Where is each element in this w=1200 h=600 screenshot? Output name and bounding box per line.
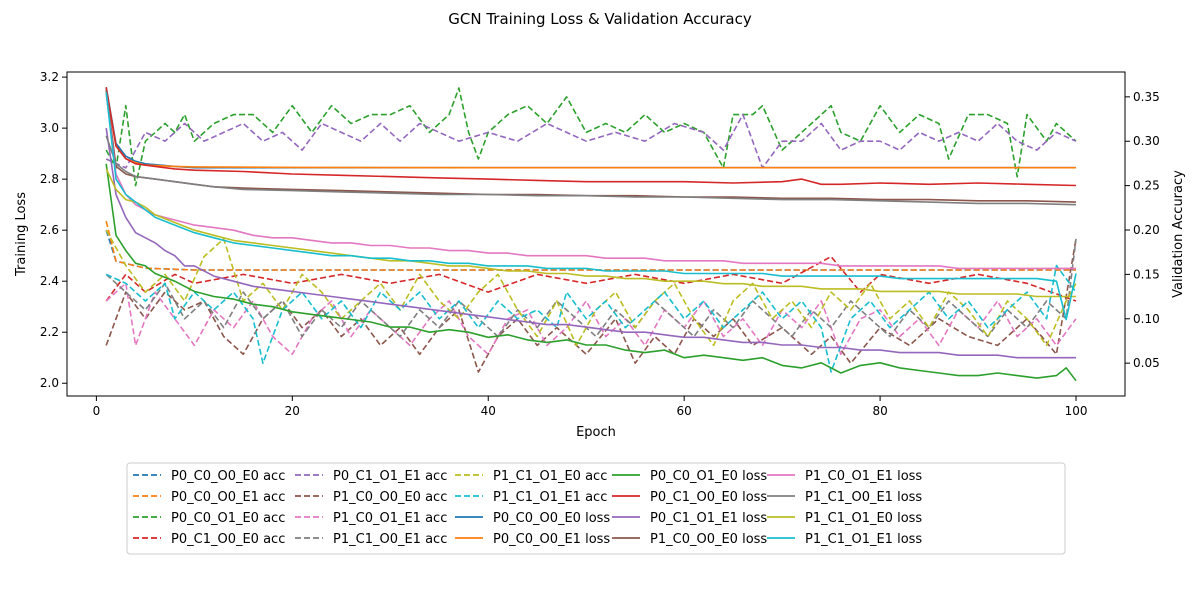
legend-label-p1-c1-o1-e1-loss: P1_C1_O1_E1 loss — [805, 532, 922, 547]
x-tick-label: 60 — [677, 404, 692, 418]
series-layer — [105, 87, 1077, 382]
series-line-p1-c0-o1-e1-loss — [105, 92, 1076, 270]
y-left-tick-label: 3.0 — [40, 121, 59, 135]
series-line-p1-c1-o0-e1-loss — [105, 135, 1077, 206]
x-axis: 0 20 40 60 80 100 — [93, 396, 1088, 418]
series-line-p0-c1-o1-e1-acc — [105, 113, 1077, 169]
series-line-p0-c0-o1-e0-acc — [105, 87, 1077, 187]
y-left-tick-label: 3.2 — [40, 70, 59, 84]
series-line-p0-c0-o0-e1-acc — [105, 220, 1076, 271]
legend-label-p0-c0-o1-e0-loss: P0_C0_O1_E0 loss — [650, 469, 767, 484]
series-line-p0-c1-o0-e0-acc — [105, 255, 1077, 302]
y-left-tick-label: 2.2 — [40, 325, 59, 339]
x-tick-label: 20 — [285, 404, 300, 418]
series-line-p0-c1-o0-e0-loss — [105, 87, 1077, 187]
series-line-p1-c0-o0-e0-loss — [105, 89, 1077, 203]
series-line-p0-c1-o1-e1-loss — [105, 127, 1076, 359]
y-axis-left-label: Training Loss — [14, 192, 29, 277]
legend-label-p1-c0-o0-e0-acc: P1_C0_O0_E0 acc — [333, 490, 447, 505]
legend-label-p1-c0-o1-e1-loss: P1_C0_O1_E1 loss — [805, 469, 922, 484]
series-line-p0-c0-o0-e1-loss — [105, 89, 1076, 169]
series-line-p0-c0-o0-e0-acc — [105, 229, 1076, 271]
y-axis-right-label: Validation Accuracy — [1171, 170, 1186, 298]
y-right-tick-label: 0.30 — [1133, 134, 1160, 148]
series-line-p0-c0-o1-e0-loss — [105, 163, 1077, 382]
legend-label-p1-c0-o1-e1-acc: P1_C0_O1_E1 acc — [333, 511, 447, 526]
legend-label-p0-c1-o1-e1-loss: P0_C1_O1_E1 loss — [650, 511, 767, 526]
chart-title: GCN Training Loss & Validation Accuracy — [448, 10, 752, 28]
legend-label-p0-c1-o0-e0-loss: P0_C1_O0_E0 loss — [650, 490, 767, 505]
series-line-p1-c0-o0-e0-acc — [105, 238, 1077, 373]
legend-label-p1-c1-o1-e0-loss: P1_C1_O1_E0 loss — [805, 511, 922, 526]
legend-frame — [126, 462, 1066, 555]
x-tick-label: 100 — [1065, 404, 1088, 418]
legend-label-p1-c1-o1-e1-acc: P1_C1_O1_E1 acc — [493, 490, 607, 505]
legend-label-p0-c0-o0-e1-loss: P0_C0_O0_E1 loss — [493, 532, 610, 547]
legend: P0_C0_O0_E0 acc P0_C0_O0_E1 acc P0_C0_O1_E… — [126, 462, 1066, 555]
series-line-p1-c1-o1-e1-acc — [105, 264, 1077, 373]
legend-label-p0-c1-o1-e1-acc: P0_C1_O1_E1 acc — [333, 469, 447, 484]
series-line-p1-c1-o0-e1-acc — [105, 238, 1077, 338]
y-left-tick-label: 2.8 — [40, 172, 59, 186]
y-left-tick-label: 2.6 — [40, 223, 59, 237]
y-right-tick-label: 0.10 — [1133, 312, 1160, 326]
series-line-p1-c1-o1-e1-loss — [105, 92, 1077, 321]
y-left-tick-label: 2.4 — [40, 274, 59, 288]
legend-label-p1-c1-o0-e1-acc: P1_C1_O0_E1 acc — [333, 532, 447, 547]
legend-label-p1-c1-o1-e0-acc: P1_C1_O1_E0 acc — [493, 469, 607, 484]
plot-frame — [66, 71, 1126, 397]
legend-label-p0-c0-o0-e0-loss: P0_C0_O0_E0 loss — [493, 511, 610, 526]
series-line-p0-c0-o0-e0-loss — [105, 87, 1076, 169]
legend-label-p0-c0-o1-e0-acc: P0_C0_O1_E0 acc — [171, 511, 285, 526]
legend-label-p1-c1-o0-e1-loss: P1_C1_O0_E1 loss — [805, 490, 922, 505]
y-right-tick-label: 0.35 — [1133, 90, 1160, 104]
y-right-tick-label: 0.15 — [1133, 267, 1160, 281]
y-axis-right: 0.05 0.10 0.15 0.20 0.25 0.30 0.35 — [1125, 90, 1160, 370]
legend-label-p1-c0-o0-e0-loss: P1_C0_O0_E0 loss — [650, 532, 767, 547]
legend-label-p0-c1-o0-e0-acc: P0_C1_O0_E0 acc — [171, 532, 285, 547]
y-axis-left: 2.0 2.2 2.4 2.6 2.8 3.0 3.2 — [40, 70, 67, 390]
y-left-tick-label: 2.0 — [40, 376, 59, 390]
x-axis-label: Epoch — [576, 425, 616, 440]
x-tick-label: 0 — [93, 404, 101, 418]
series-line-p1-c0-o1-e1-acc — [105, 282, 1077, 356]
y-right-tick-label: 0.20 — [1133, 223, 1160, 237]
x-tick-label: 40 — [481, 404, 496, 418]
x-tick-label: 80 — [872, 404, 887, 418]
y-right-tick-label: 0.05 — [1133, 356, 1160, 370]
legend-label-p0-c0-o0-e0-acc: P0_C0_O0_E0 acc — [171, 469, 285, 484]
y-right-tick-label: 0.25 — [1133, 179, 1160, 193]
legend-label-p0-c0-o0-e1-acc: P0_C0_O0_E1 acc — [171, 490, 285, 505]
series-line-p1-c1-o1-e0-acc — [105, 229, 1077, 347]
series-line-p1-c1-o1-e0-loss — [105, 168, 1076, 298]
